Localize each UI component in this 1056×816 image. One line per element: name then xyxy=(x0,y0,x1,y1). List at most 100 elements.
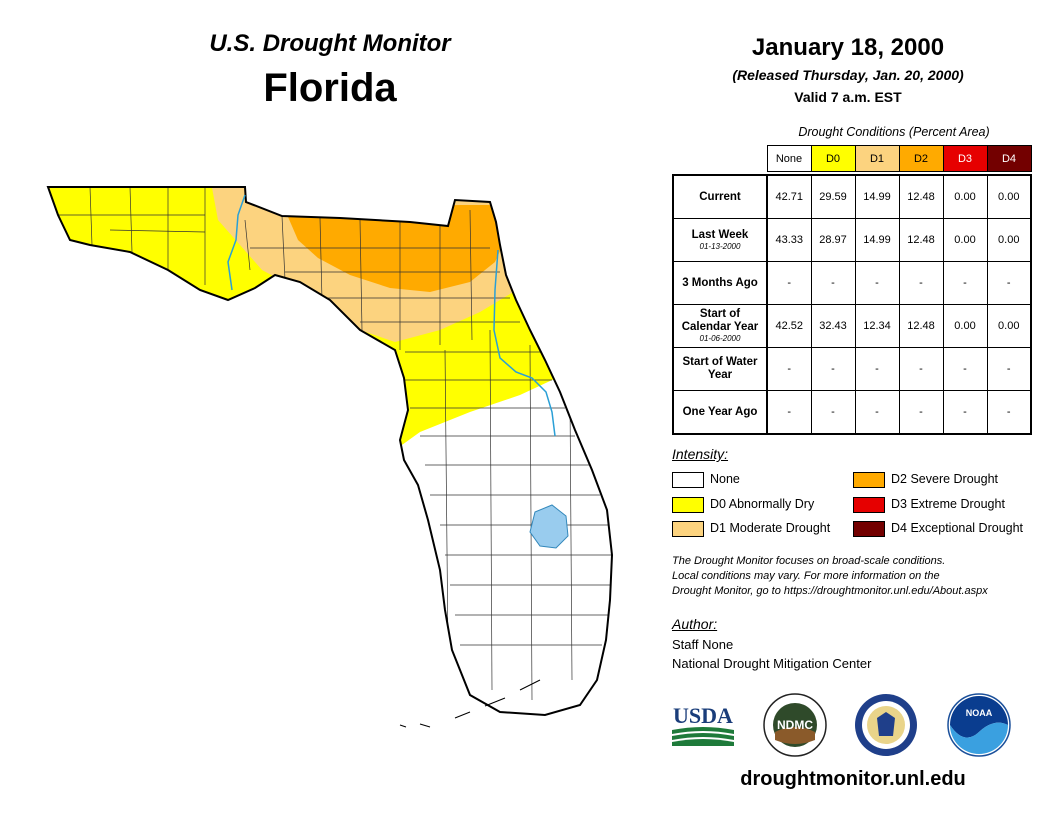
row-label-last-week: Last Week 01-13-2000 xyxy=(672,218,768,262)
table-row-last-week: Last Week 01-13-2000 43.33 28.97 14.99 12… xyxy=(672,218,1032,262)
noaa-logo: NOAA xyxy=(947,693,1011,757)
author-name: Staff None xyxy=(672,637,734,652)
legend-swatch-none xyxy=(672,471,704,488)
cell-last-week-none: 43.33 xyxy=(766,218,812,262)
cell-calendar-d0: 32.43 xyxy=(810,304,856,348)
cell-water-year-d4: - xyxy=(986,347,1032,391)
row-label-3-months-ago: 3 Months Ago xyxy=(672,261,768,305)
cell-calendar-none: 42.52 xyxy=(766,304,812,348)
cell-current-d1: 14.99 xyxy=(854,174,900,219)
legend-swatch-d4 xyxy=(853,520,885,537)
cell-current-d0: 29.59 xyxy=(810,174,856,219)
cell-calendar-d2: 12.48 xyxy=(898,304,944,348)
website-url[interactable]: droughtmonitor.unl.edu xyxy=(740,768,966,790)
cell-water-year-d3: - xyxy=(942,347,988,391)
legend-item-d2: D2 Severe Drought xyxy=(853,470,998,488)
map-title: U.S. Drought Monitor xyxy=(209,30,451,57)
row-label-text: One Year Ago xyxy=(682,405,758,418)
apalachicola-river xyxy=(227,194,246,291)
legend-label: D4 Exceptional Drought xyxy=(891,521,1024,535)
cell-3-months-d2: - xyxy=(898,261,944,305)
cell-3-months-d4: - xyxy=(986,261,1032,305)
table-row-start-water-year: Start of Water Year - - - - - - xyxy=(672,347,1032,391)
row-label-text: Last Week xyxy=(691,228,749,241)
row-sublabel: 01-13-2000 xyxy=(699,241,741,251)
cell-last-week-d2: 12.48 xyxy=(898,218,944,262)
author-title: Author: xyxy=(672,616,718,632)
cell-one-year-d2: - xyxy=(898,390,944,435)
florida-drought-map xyxy=(47,186,613,728)
ndmc-logo-text: NDMC xyxy=(777,718,813,732)
cell-water-year-d0: - xyxy=(810,347,856,391)
legend-label: D3 Extreme Drought xyxy=(891,497,1005,511)
cell-3-months-d0: - xyxy=(810,261,856,305)
legend-item-d1: D1 Moderate Drought xyxy=(672,519,830,537)
row-label-text: Current xyxy=(699,190,741,203)
drought-areas xyxy=(48,187,612,715)
author-organization: National Drought Mitigation Center xyxy=(672,656,872,671)
legend-label: None xyxy=(710,472,740,486)
area-d2 xyxy=(285,205,505,292)
cell-current-d4: 0.00 xyxy=(986,174,1032,219)
legend-label: D2 Severe Drought xyxy=(891,472,999,486)
ndmc-logo: NDMC xyxy=(763,693,827,757)
row-label-text: Start of Calendar Year xyxy=(681,308,759,333)
legend-swatch-d1 xyxy=(672,520,704,537)
row-label-one-year-ago: One Year Ago xyxy=(672,390,768,435)
map-date: January 18, 2000 xyxy=(751,34,945,61)
header-blank-cell xyxy=(673,146,767,172)
column-header-d3: D3 xyxy=(942,145,988,172)
st-johns-river xyxy=(493,249,556,437)
cell-3-months-d3: - xyxy=(942,261,988,305)
cell-last-week-d0: 28.97 xyxy=(810,218,856,262)
cell-one-year-d0: - xyxy=(810,390,856,435)
disclaimer-text: The Drought Monitor focuses on broad-sca… xyxy=(672,554,1042,599)
cell-one-year-d4: - xyxy=(986,390,1032,435)
cell-calendar-d3: 0.00 xyxy=(942,304,988,348)
cell-current-d3: 0.00 xyxy=(942,174,988,219)
legend-item-none: None xyxy=(672,470,740,488)
table-header-row: None D0 D1 D2 D3 D4 xyxy=(673,145,1032,172)
row-sublabel: 01-06-2000 xyxy=(699,334,741,343)
row-label-start-water-year: Start of Water Year xyxy=(672,347,768,391)
legend-swatch-d0 xyxy=(672,496,704,513)
cell-one-year-d3: - xyxy=(942,390,988,435)
legend-label: D1 Moderate Drought xyxy=(710,521,831,535)
cell-current-none: 42.71 xyxy=(766,174,812,219)
cell-current-d2: 12.48 xyxy=(898,174,944,219)
legend-label: D0 Abnormally Dry xyxy=(710,497,815,511)
cell-water-year-d1: - xyxy=(854,347,900,391)
map-state-name: Florida xyxy=(263,66,397,110)
table-row-3-months-ago: 3 Months Ago - - - - - - xyxy=(672,261,1032,305)
disclaimer-line: The Drought Monitor focuses on broad-sca… xyxy=(672,555,946,567)
drought-conditions-table: None D0 D1 D2 D3 D4 Current 42.71 29.59 … xyxy=(672,145,1032,435)
valid-time: Valid 7 a.m. EST xyxy=(794,89,902,105)
cell-calendar-d1: 12.34 xyxy=(854,304,900,348)
row-label-current: Current xyxy=(672,174,768,219)
lake-okeechobee xyxy=(529,504,569,549)
column-header-d0: D0 xyxy=(810,145,856,172)
cell-last-week-d3: 0.00 xyxy=(942,218,988,262)
disclaimer-line: Local conditions may vary. For more info… xyxy=(672,570,940,582)
usda-logo-text: USDA xyxy=(673,703,733,728)
cell-water-year-none: - xyxy=(766,347,812,391)
cell-one-year-d1: - xyxy=(854,390,900,435)
county-lines xyxy=(58,187,612,701)
legend-item-d0: D0 Abnormally Dry xyxy=(672,495,814,513)
row-label-text: 3 Months Ago xyxy=(682,276,758,289)
release-date: (Released Thursday, Jan. 20, 2000) xyxy=(732,67,964,83)
usda-logo: USDA xyxy=(672,703,734,746)
cell-3-months-none: - xyxy=(766,261,812,305)
legend-swatch-d3 xyxy=(853,496,885,513)
florida-keys xyxy=(399,679,541,728)
commerce-seal-logo xyxy=(855,694,917,756)
column-header-d4: D4 xyxy=(986,145,1032,172)
legend-title: Intensity: xyxy=(672,446,729,462)
row-label-start-calendar-year: Start of Calendar Year 01-06-2000 xyxy=(672,304,768,348)
legend-swatch-d2 xyxy=(853,471,885,488)
noaa-logo-text: NOAA xyxy=(966,708,993,718)
legend-item-d3: D3 Extreme Drought xyxy=(853,495,1005,513)
column-header-none: None xyxy=(766,145,812,172)
table-row-start-calendar-year: Start of Calendar Year 01-06-2000 42.52 3… xyxy=(672,304,1032,348)
cell-calendar-d4: 0.00 xyxy=(986,304,1032,348)
